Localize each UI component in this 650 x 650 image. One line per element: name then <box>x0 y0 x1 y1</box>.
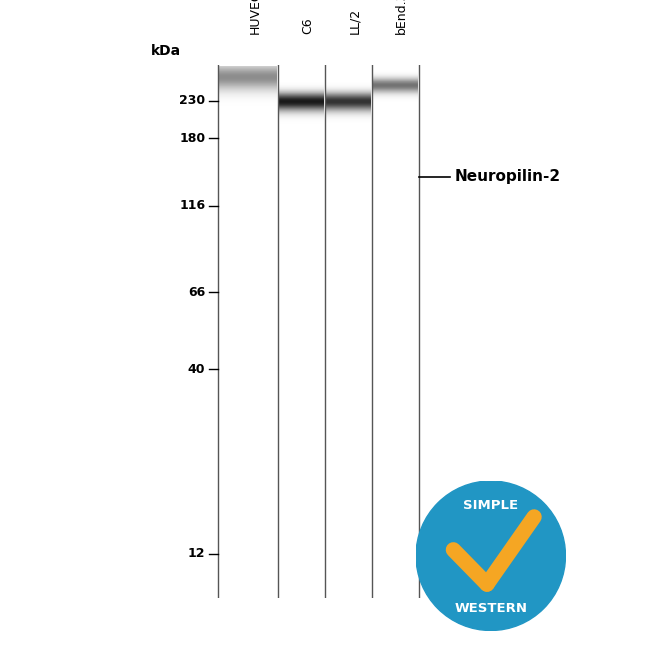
Text: bEnd.3: bEnd.3 <box>395 0 408 34</box>
Bar <box>218 65 278 598</box>
Text: ©2014: ©2014 <box>543 614 561 619</box>
Text: 180: 180 <box>179 132 205 145</box>
Text: 116: 116 <box>179 199 205 212</box>
Text: HUVEC: HUVEC <box>248 0 261 34</box>
Bar <box>278 65 325 598</box>
Circle shape <box>416 481 566 630</box>
Text: C6: C6 <box>302 18 315 34</box>
Text: 66: 66 <box>188 286 205 299</box>
Bar <box>325 65 372 598</box>
Text: Neuropilin-2: Neuropilin-2 <box>455 169 561 184</box>
Text: 12: 12 <box>188 547 205 560</box>
Text: SIMPLE: SIMPLE <box>463 499 518 512</box>
Text: 40: 40 <box>188 363 205 376</box>
Text: 230: 230 <box>179 94 205 107</box>
Bar <box>372 65 419 598</box>
Text: kDa: kDa <box>151 44 181 57</box>
Text: WESTERN: WESTERN <box>454 602 527 615</box>
Text: LL/2: LL/2 <box>348 8 361 34</box>
